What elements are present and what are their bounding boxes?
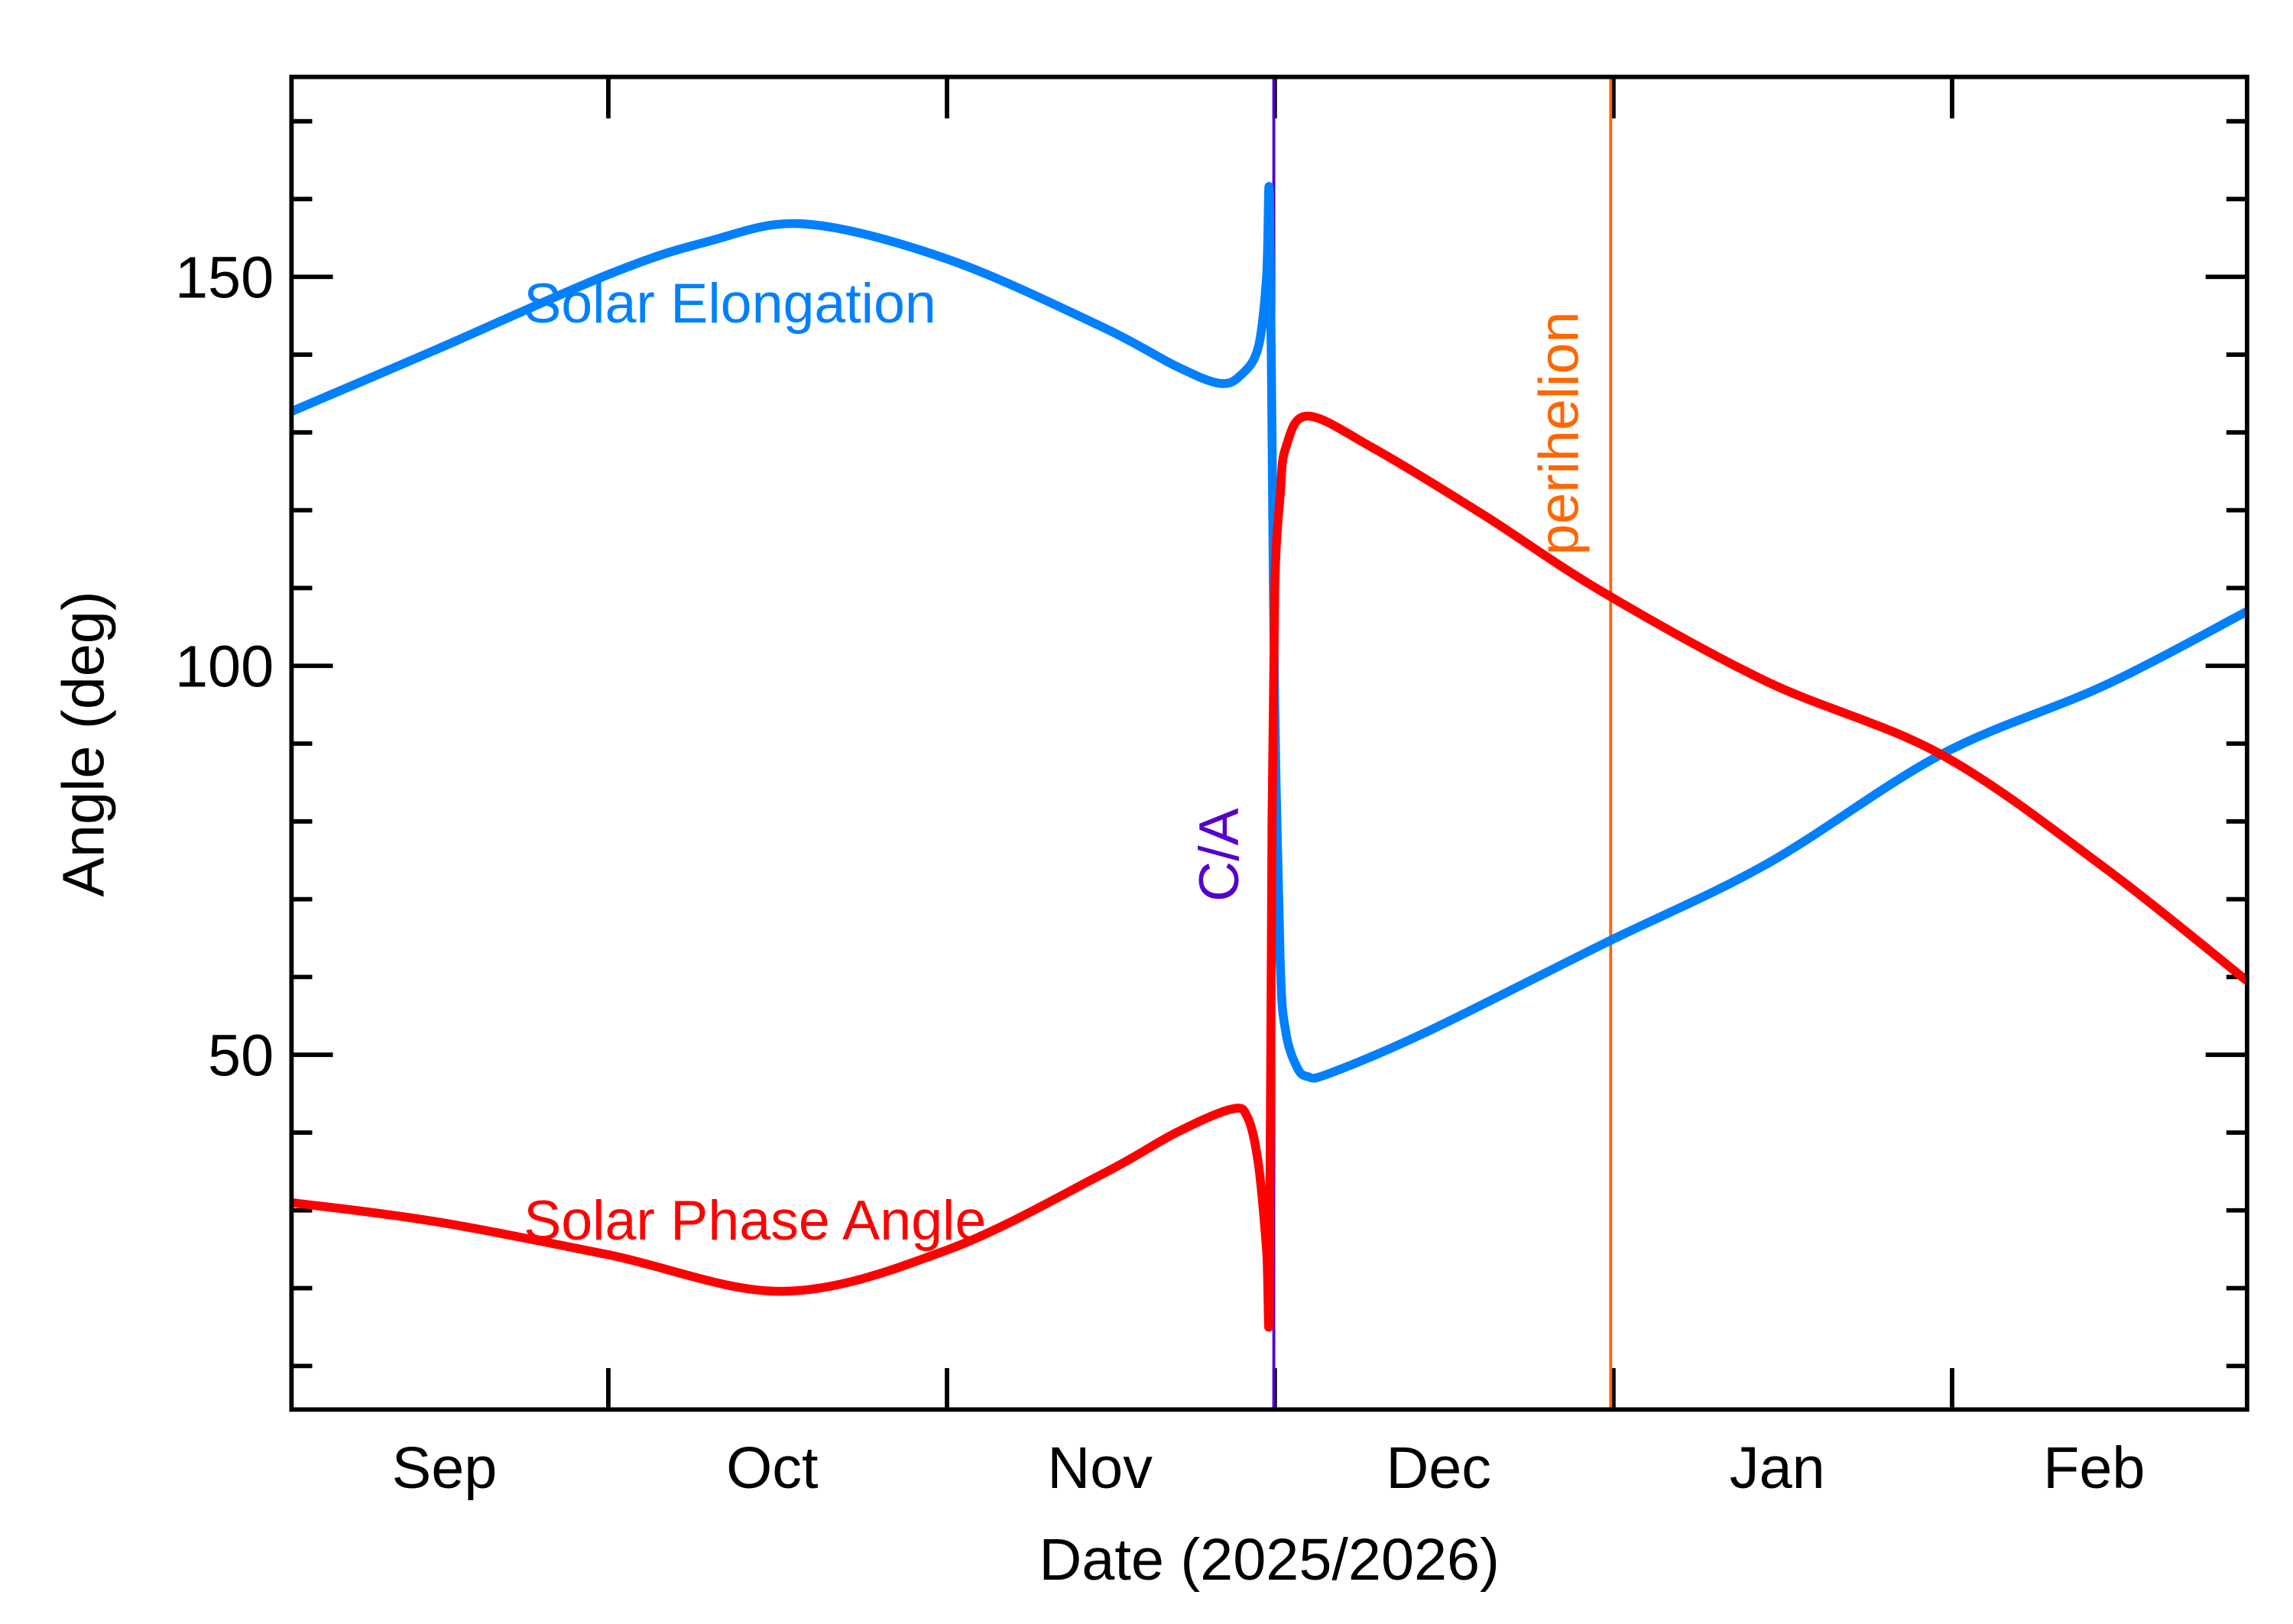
x-axis-label: Date (2025/2026): [1039, 1527, 1499, 1593]
markers: [1272, 76, 1613, 1410]
y-axis-label: Angle (deg): [51, 591, 117, 896]
x-tick-label: Nov: [1047, 1435, 1153, 1501]
x-tick-label: Sep: [392, 1435, 498, 1501]
series-lines: [290, 182, 2250, 1332]
x-tick-label: Feb: [2043, 1435, 2145, 1501]
plot-frame: [289, 74, 2249, 1412]
marker-label: C/A: [1187, 808, 1250, 902]
y-tick-labels: 50 100 150: [175, 245, 274, 1088]
y-tick-label: 100: [175, 634, 274, 699]
x-tick-label: Oct: [726, 1435, 818, 1501]
marker-label: perihelion: [1527, 312, 1591, 556]
series-labels: C/A perihelion Solar Elongation Solar Phase…: [524, 271, 1591, 1252]
series-label: Solar Elongation: [524, 271, 936, 335]
y-tick-label: 50: [208, 1023, 274, 1088]
series-label: Solar Phase Angle: [524, 1188, 986, 1252]
x-tick-labels: Sep Oct Nov Dec Jan Feb: [392, 1435, 2145, 1501]
x-tick-label: Jan: [1730, 1435, 1825, 1501]
x-tick-label: Dec: [1386, 1435, 1491, 1501]
series-line-solar-phase-angle: [290, 411, 2250, 1332]
y-tick-label: 150: [175, 245, 274, 310]
series-line-solar-elongation: [290, 182, 2249, 1083]
